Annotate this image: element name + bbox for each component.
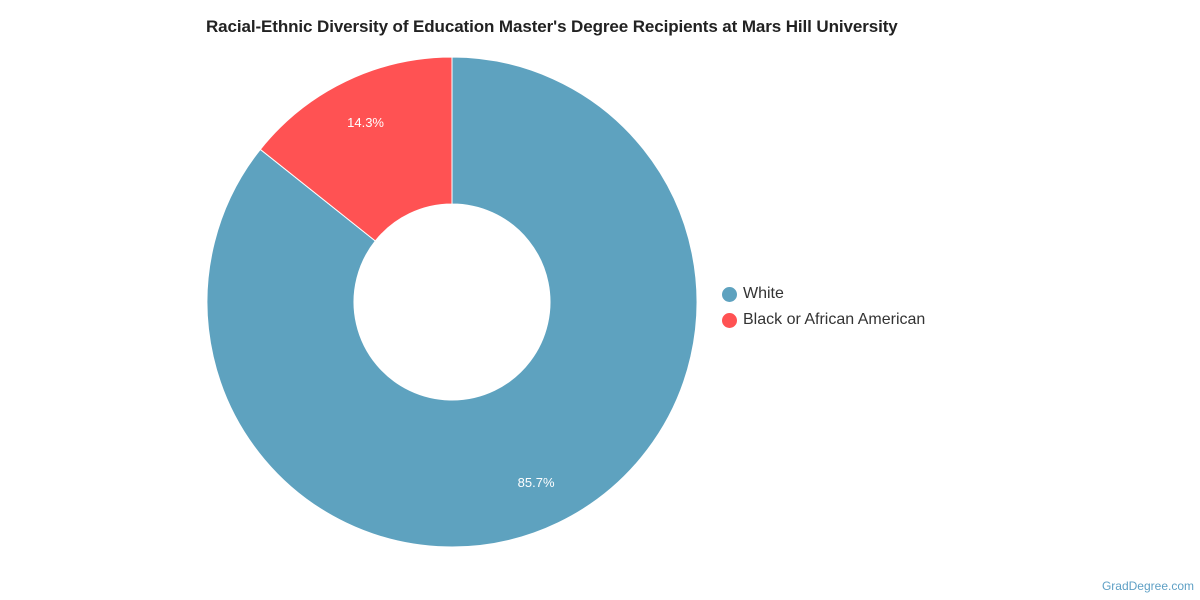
slice-label-black-or-african-american: 14.3% bbox=[347, 115, 384, 130]
legend: White Black or African American bbox=[722, 281, 925, 333]
legend-item-white[interactable]: White bbox=[722, 281, 925, 307]
chart-title: Racial-Ethnic Diversity of Education Mas… bbox=[206, 17, 898, 36]
legend-swatch-white bbox=[722, 286, 737, 302]
legend-swatch-black-or-african-american bbox=[722, 312, 737, 328]
legend-label-white: White bbox=[743, 285, 784, 302]
watermark[interactable]: GradDegree.com bbox=[1101, 579, 1194, 593]
slice-label-white: 85.7% bbox=[518, 475, 555, 490]
slice-white[interactable] bbox=[206, 56, 698, 548]
slice-black-or-african-american[interactable] bbox=[259, 56, 453, 242]
legend-label-black-or-african-american: Black or African American bbox=[743, 311, 926, 328]
legend-item-black-or-african-american[interactable]: Black or African American bbox=[722, 307, 925, 333]
